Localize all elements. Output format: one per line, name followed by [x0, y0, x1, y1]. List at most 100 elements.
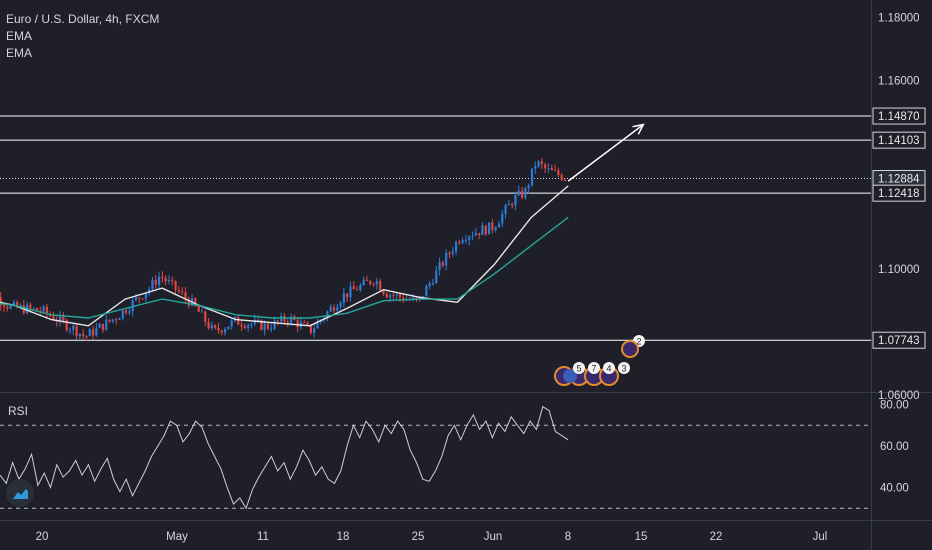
candle-body-142 [445, 253, 448, 266]
candle-body-110 [339, 302, 342, 308]
candle-body-38 [101, 323, 105, 331]
time-tick-label: 22 [710, 531, 723, 543]
candle-body-157 [494, 227, 497, 230]
candle-body-46 [128, 311, 131, 313]
candle-body-52 [148, 288, 151, 294]
candle-body-138 [431, 283, 435, 285]
candle-body-135 [421, 296, 425, 298]
candle-body-116 [359, 285, 362, 291]
candle-body-155 [487, 222, 491, 235]
candle-body-156 [491, 222, 494, 230]
candle-body-32 [82, 333, 85, 337]
candle-body-89 [270, 328, 273, 330]
candle-body-71 [210, 325, 213, 329]
candle-body-141 [441, 262, 444, 266]
candle-body-99 [303, 322, 306, 324]
arrow-head [632, 123, 645, 135]
candle-body-43 [118, 318, 121, 321]
candle-body-163 [514, 195, 517, 206]
candle-body-82 [247, 324, 250, 328]
event-marker-core [563, 369, 577, 383]
candle-body-162 [511, 204, 514, 206]
candle-body-151 [474, 232, 477, 236]
price-level-label: 1.14870 [878, 111, 920, 123]
candle-body-140 [438, 262, 441, 271]
event-badge-label-2: 4 [606, 364, 611, 374]
candle-body-177 [560, 175, 563, 180]
time-tick-label: 25 [412, 531, 425, 543]
candle-body-39 [105, 319, 108, 331]
candle-body-47 [131, 300, 134, 312]
candle-body-30 [75, 325, 78, 337]
price-tick-label: 1.06000 [878, 390, 920, 402]
candle-body-9 [6, 306, 9, 309]
candle-body-48 [134, 297, 138, 301]
horizontal-levels [0, 115, 871, 341]
candle-body-111 [342, 293, 345, 303]
candle-body-176 [557, 170, 560, 176]
candle-body-125 [388, 295, 392, 298]
candle-body-112 [346, 293, 349, 298]
candle-body-170 [537, 161, 540, 167]
candle-body-90 [273, 320, 276, 329]
candle-body-44 [121, 310, 124, 319]
candle-body-10 [9, 305, 12, 309]
candle-body-73 [217, 327, 220, 331]
candle-body-85 [256, 319, 260, 321]
indicator-ema-slow[interactable]: EMA [6, 46, 33, 60]
candle-body-145 [454, 242, 458, 252]
candle-body-149 [468, 236, 471, 241]
candle-body-76 [227, 326, 230, 330]
candle-body-41 [111, 319, 114, 322]
price-level-label: 1.12884 [878, 174, 920, 186]
price-level-box [872, 131, 926, 149]
time-tick-label: 11 [257, 531, 269, 543]
candle-body-61 [177, 289, 180, 292]
candle-body-120 [372, 283, 375, 285]
candle-body-122 [379, 280, 382, 291]
candle-body-103 [316, 321, 319, 329]
candle-body-109 [336, 307, 339, 311]
rsi-title[interactable]: RSI [8, 404, 29, 418]
candle-body-49 [138, 297, 141, 299]
symbol-title[interactable]: Euro / U.S. Dollar, 4h, FXCM [6, 12, 160, 26]
candle-body-84 [253, 320, 256, 324]
candle-body-8 [2, 305, 6, 307]
candle-body-91 [276, 320, 279, 322]
candle-body-165 [520, 190, 524, 198]
event-badge-1 [588, 362, 600, 374]
candle-body-37 [98, 323, 101, 328]
candle-body-173 [547, 168, 550, 170]
candle-body-58 [167, 280, 171, 282]
candle-body-108 [332, 307, 336, 311]
price-level-label: 1.07743 [878, 335, 920, 347]
candle-body-54 [154, 280, 157, 285]
candle-body-129 [402, 297, 405, 301]
candle-body-70 [207, 322, 210, 329]
candle-body-166 [524, 188, 527, 198]
candle-body-94 [286, 321, 289, 323]
candle-body-23 [52, 315, 55, 321]
candle-body-152 [478, 232, 481, 235]
candle-body-57 [164, 277, 167, 282]
tradingview-logo-icon[interactable] [6, 479, 34, 507]
price-tick-label: 1.18000 [878, 13, 920, 25]
candle-body-113 [349, 286, 352, 298]
candle-body-86 [260, 319, 263, 331]
candle-body-167 [527, 185, 530, 189]
indicator-ema-fast[interactable]: EMA [6, 29, 33, 43]
event-badge-label-4: 2 [636, 337, 641, 347]
candle-body-17 [32, 308, 35, 310]
ema-lines [0, 185, 569, 327]
candle-body-106 [326, 311, 329, 319]
candle-body-55 [157, 276, 161, 285]
event-badge-2 [603, 362, 615, 374]
candle-body-124 [385, 293, 388, 298]
candle-body-102 [313, 328, 316, 333]
candle-body-144 [451, 251, 454, 254]
candle-body-178 [563, 179, 567, 181]
rsi-tick-label: 40.00 [880, 483, 909, 495]
candle-body-119 [369, 280, 372, 284]
